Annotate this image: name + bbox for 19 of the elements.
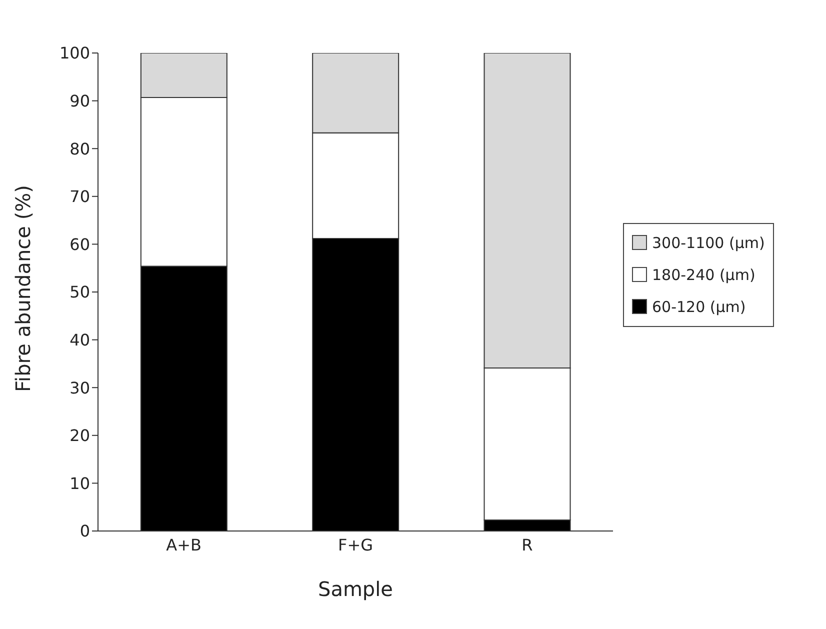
legend-label: 60-120 (µm) [652, 298, 746, 316]
y-tick-label: 20 [70, 426, 90, 446]
x-tick-label: F+G [338, 535, 374, 554]
x-axis-title: Sample [318, 577, 393, 601]
y-tick-label: 10 [70, 474, 90, 493]
legend-label: 300-1100 (µm) [652, 234, 765, 252]
y-axis-title: Fibre abundance (%) [11, 185, 36, 392]
x-tick-label: A+B [166, 535, 202, 554]
y-tick-label: 30 [70, 378, 90, 398]
x-tick-label: R [522, 535, 533, 554]
y-tick-label: 50 [70, 282, 90, 302]
y-tick-label: 90 [70, 91, 90, 110]
y-tick-label: 0 [80, 522, 90, 541]
y-tick-label: 70 [70, 187, 90, 206]
y-tick-label: 80 [70, 139, 90, 158]
y-tick-label: 100 [59, 44, 90, 63]
y-tick-label: 40 [70, 330, 90, 350]
text: 180-240 (µm) [652, 266, 756, 284]
y-tick-label: 60 [70, 234, 90, 254]
